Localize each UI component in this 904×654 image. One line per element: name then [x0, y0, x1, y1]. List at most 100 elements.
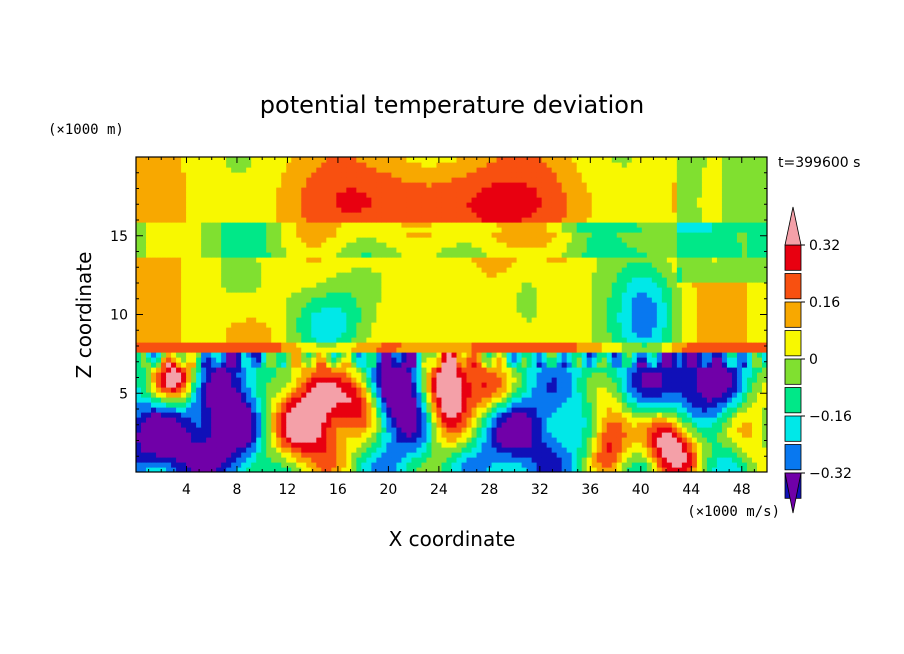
contour-cell [406, 337, 413, 343]
contour-cell [556, 392, 563, 398]
contour-cell [626, 297, 633, 303]
contour-cell [136, 462, 142, 468]
contour-cell [401, 387, 408, 393]
contour-cell [416, 452, 423, 458]
contour-cell [256, 342, 262, 348]
contour-cell [321, 277, 327, 283]
contour-cell [641, 307, 648, 313]
contour-cell [411, 317, 418, 323]
contour-cell [361, 302, 367, 308]
contour-cell [656, 317, 663, 323]
contour-cell [716, 392, 723, 398]
contour-cell [691, 307, 698, 313]
contour-cell [541, 417, 548, 423]
contour-cell [231, 427, 237, 433]
contour-cell [526, 317, 533, 323]
contour-cell [136, 372, 142, 378]
contour-cell [176, 382, 182, 388]
contour-cell [671, 417, 678, 423]
contour-cell [426, 462, 433, 468]
contour-cell [416, 387, 423, 393]
contour-cell [416, 282, 423, 288]
contour-cell [716, 412, 723, 418]
contour-cell [291, 372, 297, 378]
contour-cell [591, 382, 598, 388]
contour-cell [711, 277, 718, 283]
contour-cell [656, 467, 663, 472]
contour-cell [561, 317, 568, 323]
contour-cell [221, 452, 227, 458]
contour-cell [216, 397, 222, 403]
contour-cell [246, 362, 252, 368]
contour-cell [726, 412, 733, 418]
contour-cell [741, 387, 748, 393]
contour-cell [476, 332, 483, 338]
contour-cell [656, 362, 663, 368]
contour-cell [381, 312, 387, 318]
contour-cell [216, 312, 222, 318]
contour-cell [626, 327, 633, 333]
contour-cell [676, 402, 683, 408]
contour-cell [441, 377, 448, 383]
contour-cell [151, 402, 157, 408]
contour-cell [251, 282, 257, 288]
contour-cell [271, 377, 277, 383]
contour-cell [271, 437, 277, 443]
contour-cell [501, 457, 508, 463]
contour-cell [551, 402, 558, 408]
contour-cell [226, 432, 232, 438]
contour-cell [566, 412, 573, 418]
contour-cell [171, 367, 177, 373]
contour-cell [516, 342, 523, 348]
contour-cell [651, 392, 658, 398]
contour-cell [361, 317, 367, 323]
contour-cell [586, 287, 593, 293]
contour-cell [576, 302, 583, 308]
contour-cell [551, 292, 558, 298]
contour-cell [481, 402, 488, 408]
contour-cell [546, 357, 553, 363]
contour-cell [651, 447, 658, 453]
contour-cell [186, 282, 192, 288]
contour-cell [471, 387, 478, 393]
contour-cell [301, 282, 307, 288]
contour-cell [276, 462, 282, 468]
contour-cell [431, 462, 438, 468]
contour-cell [561, 287, 568, 293]
contour-cell [161, 347, 167, 353]
contour-cell [556, 282, 563, 288]
contour-cell [331, 342, 337, 348]
contour-cell [756, 307, 763, 313]
contour-cell [441, 412, 448, 418]
contour-cell [331, 337, 337, 343]
contour-cell [216, 287, 222, 293]
contour-cell [241, 307, 247, 313]
contour-cell [636, 447, 643, 453]
contour-cell [631, 347, 638, 353]
contour-cell [196, 422, 202, 428]
contour-cell [226, 382, 232, 388]
contour-cell [656, 407, 663, 413]
contour-cell [481, 452, 488, 458]
contour-cell [606, 432, 613, 438]
contour-cell [496, 292, 503, 298]
contour-cell [461, 272, 468, 278]
contour-cell [726, 292, 733, 298]
contour-cell [531, 332, 538, 338]
contour-cell [616, 392, 623, 398]
contour-cell [181, 352, 187, 358]
contour-cell [326, 347, 332, 353]
contour-cell [701, 372, 708, 378]
contour-cell [566, 422, 573, 428]
contour-cell [246, 382, 252, 388]
contour-cell [376, 297, 382, 303]
contour-cell [591, 462, 598, 468]
contour-cell [226, 317, 232, 323]
contour-cell [456, 332, 463, 338]
contour-cell [361, 312, 367, 318]
contour-cell [276, 347, 282, 353]
contour-cell [261, 347, 267, 353]
contour-cell [261, 352, 267, 358]
contour-cell [676, 427, 683, 433]
contour-cell [601, 392, 608, 398]
